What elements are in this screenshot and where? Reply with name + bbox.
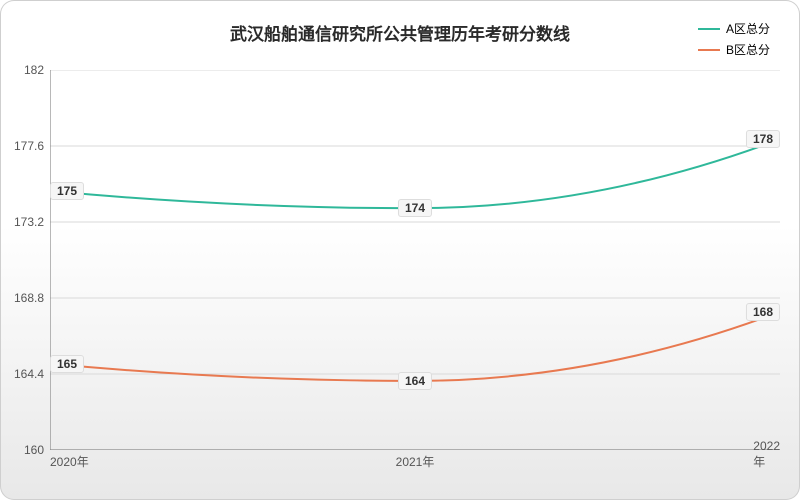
legend: A区总分 B区总分 <box>698 20 770 62</box>
legend-label-b: B区总分 <box>726 41 770 58</box>
legend-label-a: A区总分 <box>726 20 770 37</box>
chart-title: 武汉船舶通信研究所公共管理历年考研分数线 <box>0 20 800 45</box>
chart-svg <box>50 70 780 450</box>
y-tick-label: 168.8 <box>14 291 50 305</box>
y-tick-label: 173.2 <box>14 215 50 229</box>
legend-item-b: B区总分 <box>698 41 770 58</box>
x-tick-label: 2022年 <box>753 439 780 470</box>
chart-container: 武汉船舶通信研究所公共管理历年考研分数线 A区总分 B区总分 160164.41… <box>0 0 800 500</box>
y-tick-label: 164.4 <box>14 367 50 381</box>
point-label: 165 <box>50 355 84 373</box>
point-label: 168 <box>746 303 780 321</box>
y-tick-label: 160 <box>24 443 50 457</box>
plot-area: 160164.4168.8173.2177.61822020年2021年2022… <box>50 70 780 450</box>
point-label: 178 <box>746 130 780 148</box>
point-label: 164 <box>398 372 432 390</box>
legend-swatch-b <box>698 49 720 51</box>
point-label: 175 <box>50 182 84 200</box>
y-tick-label: 177.6 <box>14 139 50 153</box>
legend-swatch-a <box>698 28 720 30</box>
y-tick-label: 182 <box>24 63 50 77</box>
x-tick-label: 2021年 <box>396 453 435 470</box>
legend-item-a: A区总分 <box>698 20 770 37</box>
x-tick-label: 2020年 <box>50 453 89 470</box>
point-label: 174 <box>398 199 432 217</box>
